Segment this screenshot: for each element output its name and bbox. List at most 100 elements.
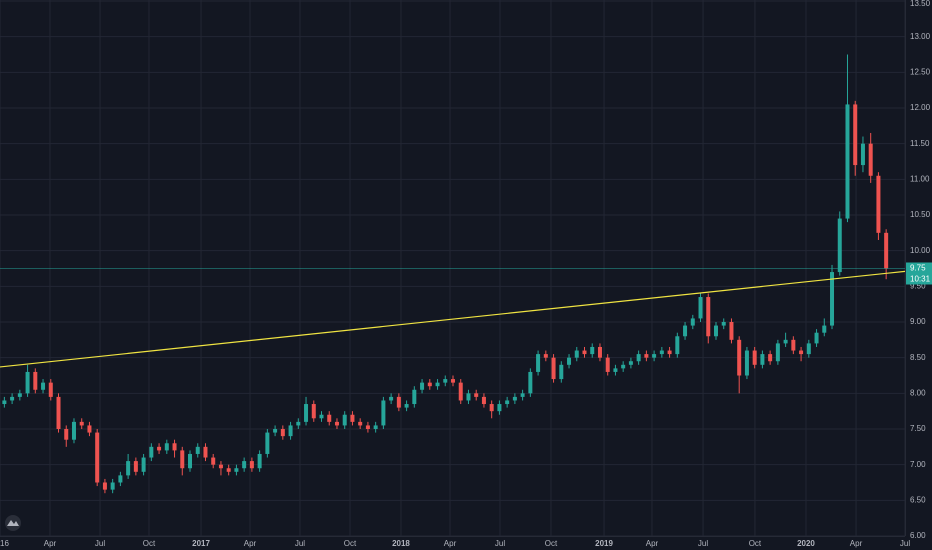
candle-body <box>195 446 200 454</box>
candle-body <box>327 414 332 422</box>
candle-body <box>102 482 107 490</box>
candle-body <box>512 396 517 401</box>
candle-body <box>845 104 850 219</box>
candle-body <box>721 322 726 326</box>
y-tick-label: 7.00 <box>910 460 926 469</box>
y-tick-label: 11.00 <box>910 174 930 183</box>
y-tick-label: 8.50 <box>910 353 926 362</box>
candle-body <box>358 421 363 426</box>
candle-body <box>590 346 595 355</box>
candle-body <box>25 371 30 394</box>
trend-line <box>0 270 906 368</box>
candle-body <box>33 371 38 390</box>
candle-body <box>149 446 154 458</box>
candle-body <box>729 322 734 340</box>
y-tick-label: 13.00 <box>910 32 931 41</box>
candle-body <box>768 354 773 362</box>
y-tick-label: 9.50 <box>910 281 926 290</box>
candle-body <box>95 432 100 483</box>
candle-body <box>342 414 347 426</box>
candle-body <box>752 350 757 365</box>
candle-body <box>443 379 448 383</box>
candle-body <box>744 350 749 376</box>
candle-body <box>180 450 185 469</box>
candle-body <box>451 379 455 383</box>
x-tick-label: Apr <box>244 539 257 548</box>
candle-body <box>280 429 285 437</box>
candle-body <box>133 461 138 472</box>
candle-body <box>775 343 780 362</box>
x-tick-label: 2019 <box>595 539 613 548</box>
candle-body <box>597 346 602 358</box>
candle-body <box>141 457 146 472</box>
candle-body <box>574 350 579 358</box>
candle-body <box>188 453 193 469</box>
candle-body <box>605 357 610 372</box>
candle-body <box>242 461 247 469</box>
x-tick-label: Oct <box>749 539 762 548</box>
candle-body <box>613 368 618 372</box>
y-tick-label: 13.50 <box>910 0 931 8</box>
countdown-box <box>906 273 932 285</box>
candle-body <box>652 354 657 358</box>
candle-body <box>10 396 15 401</box>
candle-body <box>257 453 262 469</box>
candle-body <box>713 325 718 337</box>
candle-body <box>249 461 254 469</box>
y-tick-label: 7.50 <box>910 424 926 433</box>
x-tick-label: Apr <box>444 539 457 548</box>
x-tick-label: Jul <box>900 539 910 548</box>
candle-body <box>644 354 649 358</box>
x-tick-label: Oct <box>143 539 156 548</box>
candle-body <box>806 343 811 355</box>
countdown-label: 10:31 <box>910 275 931 284</box>
candle-body <box>126 461 131 476</box>
x-tick-label: Oct <box>344 539 357 548</box>
candle-body <box>636 354 641 362</box>
candle-body <box>481 396 486 405</box>
x-tick-label: 16 <box>0 539 9 548</box>
x-tick-label: Jul <box>495 539 505 548</box>
candle-body <box>304 404 309 422</box>
candle-body <box>621 364 626 369</box>
candle-body <box>675 336 680 355</box>
candle-body <box>164 443 169 451</box>
candle-body <box>218 464 223 469</box>
candle-body <box>884 232 889 269</box>
y-tick-label: 9.00 <box>910 317 926 326</box>
candle-body <box>396 396 401 408</box>
candle-body <box>876 175 881 233</box>
candle-body <box>520 393 525 397</box>
x-tick-label: 2020 <box>797 539 815 548</box>
x-tick-label: 2017 <box>192 539 210 548</box>
candle-body <box>365 425 370 429</box>
candle-body <box>628 361 633 365</box>
x-tick-label: Apr <box>850 539 863 548</box>
candle-body <box>582 350 587 355</box>
candle-body <box>698 297 703 319</box>
candle-body <box>427 382 432 387</box>
candle-body <box>48 382 53 397</box>
candle-body <box>489 404 494 412</box>
logo-glyph[interactable] <box>7 520 19 526</box>
x-tick-label: 2018 <box>392 539 410 548</box>
candle-body <box>389 396 394 401</box>
candle-body <box>868 143 873 176</box>
candle-body <box>56 396 61 429</box>
candle-body <box>853 104 858 166</box>
candle-body <box>543 354 548 358</box>
candle-body <box>814 332 819 344</box>
candle-body <box>404 404 409 408</box>
candle-body <box>79 421 84 426</box>
candle-body <box>458 382 463 401</box>
x-tick-label: Jul <box>698 539 708 548</box>
candle-body <box>799 350 804 355</box>
candle-body <box>71 421 76 440</box>
logo[interactable] <box>5 515 21 531</box>
candle-body <box>319 414 324 419</box>
candle-body <box>311 404 316 419</box>
candles <box>0 54 906 494</box>
